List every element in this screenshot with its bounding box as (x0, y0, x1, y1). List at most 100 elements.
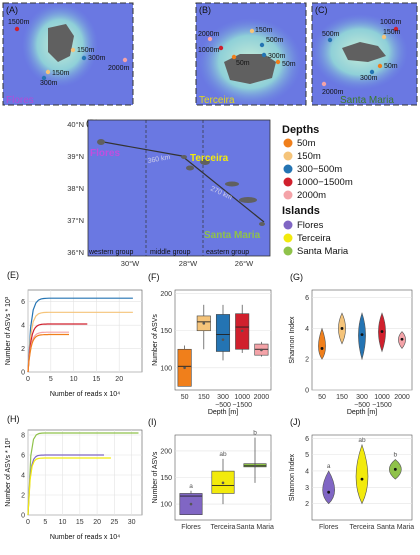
legend-depth-swatch (283, 164, 293, 174)
y-tick-label: 0 (21, 513, 25, 520)
lat-tick: 39°N (67, 152, 84, 161)
x-tick-label: −1500 (372, 402, 392, 409)
lon-tick: 28°W (179, 259, 198, 268)
site-marker (14, 26, 20, 32)
significance-letter: a (327, 463, 331, 470)
y-tick-label: 2 (305, 501, 309, 508)
x-tick-label: 2000 (254, 394, 270, 401)
depth-label: 2000m (108, 65, 130, 72)
x-tick-label: 150 (198, 394, 210, 401)
y-tick-label: 4 (21, 473, 25, 480)
y-tick-label: 4 (21, 323, 25, 330)
site-marker (369, 69, 375, 75)
mean-point (221, 338, 225, 341)
map-panel-d: (D) 360 km 270 km Flores Terceira Santa … (67, 118, 271, 268)
chart-g-violin-depth: 0 2 4 6 (G) Shannon Index Depth [m] 50 150 300−50… (289, 272, 413, 416)
legend-depth-swatch (283, 138, 293, 148)
x-tick-label: −1500 (232, 402, 252, 409)
legend-island-label: Flores (297, 220, 324, 231)
island-label-terceira-b: Terceira (199, 95, 235, 106)
y-tick-label: 8 (21, 433, 25, 440)
x-tick-label: 10 (59, 519, 67, 526)
rarefaction-curve (27, 311, 133, 373)
x-tick-label: 0 (26, 376, 30, 383)
x-tick-label: 150 (336, 394, 348, 401)
y-tick-label: 6 (305, 295, 309, 302)
lon-tick: 26°W (235, 259, 254, 268)
x-tick-label: 50 (318, 394, 326, 401)
y-tick-label: 100 (160, 365, 172, 372)
mean-point (340, 327, 344, 330)
y-tick-label: 200 (160, 291, 172, 298)
legend-island-label: Santa Maria (297, 246, 349, 257)
y-tick-label: 4 (305, 468, 309, 475)
terceira-island-shape (224, 54, 276, 84)
y-axis-label: Number of ASVs (152, 451, 159, 503)
x-tick-label: Terceira (211, 524, 236, 531)
x-tick-label: Santa Maria (236, 524, 274, 531)
y-axis-label: Number of ASVs (152, 314, 159, 366)
lat-tick: 36°N (67, 248, 84, 257)
x-tick-label: 25 (110, 519, 118, 526)
island-label-santa-maria: Santa Maria (204, 230, 261, 241)
y-axis-label: Number of ASVs * 10³ (5, 438, 12, 507)
chart-h-rarefaction-island: 0 2 4 6 8 (H) Number of ASVs * 10³ Number of re… (5, 414, 143, 541)
depth-label: 300m (40, 80, 58, 87)
y-axis-label: Shannon Index (289, 453, 296, 501)
violin (355, 443, 369, 505)
chart-f-box-depth: 100 150 200 (F) Number of ASVs Depth [m] 50 150… (148, 272, 272, 416)
depth-label: 150m (52, 70, 70, 77)
y-tick-label: 2 (21, 493, 25, 500)
panel-letter: (G) (290, 272, 303, 282)
depth-label: 150m (255, 27, 273, 34)
depth-label: 300m (360, 75, 378, 82)
distance-label: 360 km (147, 154, 171, 165)
site-marker (70, 47, 76, 53)
depth-label: 50m (236, 60, 250, 67)
site-marker (249, 28, 255, 34)
site-marker (321, 81, 327, 87)
legend-depth-label: 150m (297, 151, 321, 162)
depth-label: 1000m (380, 19, 402, 26)
box (215, 314, 231, 352)
x-axis-label: Depth [m] (208, 409, 238, 416)
x-tick-label: 5 (43, 519, 47, 526)
rarefaction-curve (27, 457, 111, 516)
mean-point (202, 322, 206, 325)
depth-label: 1500m (8, 19, 30, 26)
group-label: middle group (150, 249, 191, 256)
x-tick-label: 300 (217, 394, 229, 401)
group-label: eastern group (206, 249, 249, 256)
lon-tick: 30°W (121, 259, 140, 268)
legend-island-label: Terceira (297, 233, 332, 244)
map-panel-a: (A) Flores 1500m 150m 300m 2000m 150m 30… (2, 2, 134, 106)
rarefaction-curve (27, 323, 88, 373)
y-tick-label: 0 (305, 388, 309, 395)
site-marker (41, 75, 47, 81)
island-label-flores-a: Flores (6, 95, 34, 106)
depth-label: 300m (88, 55, 106, 62)
panel-letter-a: (A) (6, 5, 18, 15)
lat-tick: 37°N (67, 216, 84, 225)
lat-tick: 40°N (67, 120, 84, 129)
y-tick-label: 100 (160, 502, 172, 509)
mean-point (183, 366, 186, 370)
legend-depth-swatch (283, 151, 293, 161)
mean-point (393, 467, 397, 471)
site-marker (259, 42, 265, 48)
map-panel-b: (B) Terceira 150m 2000m 1000m 500m 50m 3… (195, 2, 307, 106)
panel-letter-c: (C) (315, 5, 328, 15)
island-label-santa-maria-c: Santa Maria (340, 95, 394, 106)
y-tick-label: 4 (305, 326, 309, 333)
y-tick-label: 2 (305, 357, 309, 364)
x-tick-label: −500 (215, 402, 231, 409)
panel-letter: (F) (148, 272, 160, 282)
mean-point (360, 333, 364, 337)
significance-letter: ab (219, 451, 227, 458)
x-tick-label: 30 (128, 519, 136, 526)
violin (322, 470, 335, 505)
mean-point (240, 329, 244, 333)
depth-label: 2000m (322, 89, 344, 96)
y-axis-label: Number of ASVs * 10³ (5, 296, 12, 365)
island-label-terceira: Terceira (190, 153, 229, 164)
